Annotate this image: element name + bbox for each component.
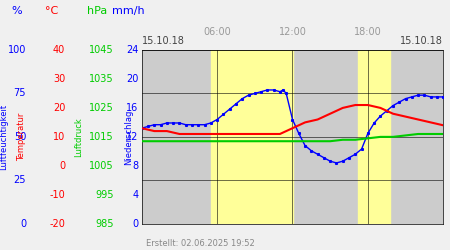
- Text: Luftdruck: Luftdruck: [74, 117, 83, 157]
- Text: 24: 24: [126, 45, 139, 55]
- Text: 1005: 1005: [89, 161, 113, 171]
- Text: 16: 16: [126, 103, 139, 113]
- Text: hPa: hPa: [86, 6, 107, 16]
- Text: 15.10.18: 15.10.18: [142, 36, 184, 46]
- Text: 40: 40: [53, 45, 65, 55]
- Text: 20: 20: [126, 74, 139, 84]
- Text: 20: 20: [53, 103, 65, 113]
- Text: Erstellt: 02.06.2025 19:52: Erstellt: 02.06.2025 19:52: [146, 238, 255, 248]
- Text: 06:00: 06:00: [203, 28, 231, 38]
- Text: 8: 8: [132, 161, 139, 171]
- Text: 30: 30: [53, 74, 65, 84]
- Text: 100: 100: [8, 45, 26, 55]
- Text: 10: 10: [53, 132, 65, 142]
- Text: 50: 50: [14, 132, 26, 142]
- Text: 75: 75: [14, 88, 26, 99]
- Text: 0: 0: [20, 219, 26, 229]
- Text: Luftfeuchtigkeit: Luftfeuchtigkeit: [0, 104, 8, 170]
- Text: 985: 985: [95, 219, 113, 229]
- Text: 12: 12: [126, 132, 139, 142]
- Text: 25: 25: [14, 175, 26, 185]
- Text: 18:00: 18:00: [354, 28, 382, 38]
- Text: °C: °C: [45, 6, 58, 16]
- Text: 12:00: 12:00: [279, 28, 306, 38]
- Text: 0: 0: [132, 219, 139, 229]
- Text: 1025: 1025: [89, 103, 113, 113]
- Text: 1015: 1015: [89, 132, 113, 142]
- Text: -20: -20: [50, 219, 65, 229]
- Text: 0: 0: [59, 161, 65, 171]
- Text: 15.10.18: 15.10.18: [400, 36, 443, 46]
- Text: %: %: [12, 6, 22, 16]
- Text: 1035: 1035: [89, 74, 113, 84]
- Bar: [358, 50, 391, 224]
- Text: 1045: 1045: [89, 45, 113, 55]
- Text: Temperatur: Temperatur: [17, 113, 26, 161]
- Text: Niederschlag: Niederschlag: [124, 109, 133, 164]
- Text: 995: 995: [95, 190, 113, 200]
- Text: -10: -10: [50, 190, 65, 200]
- Text: 4: 4: [132, 190, 139, 200]
- Text: mm/h: mm/h: [112, 6, 144, 16]
- Bar: [211, 50, 292, 224]
